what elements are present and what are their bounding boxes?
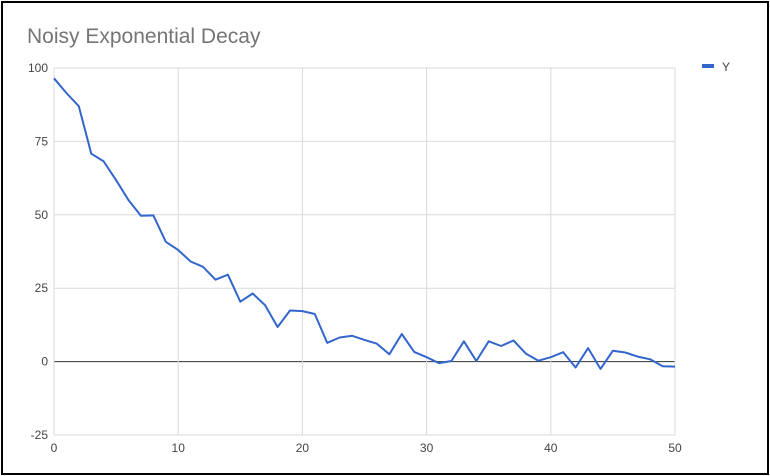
x-tick-label: 10 — [172, 441, 186, 455]
y-tick-label: 50 — [35, 208, 49, 222]
series-group — [53, 77, 676, 370]
x-axis-tick-labels: 0 10 20 30 40 50 — [51, 441, 682, 455]
x-tick-label: 50 — [668, 441, 682, 455]
y-tick-label: 100 — [28, 61, 48, 75]
y-tick-label: 75 — [35, 134, 49, 148]
x-tick-label: 40 — [544, 441, 558, 455]
y-axis-tick-labels: -25 0 25 50 75 100 — [28, 61, 48, 442]
series-line-y — [53, 77, 676, 370]
legend-label-y: Y — [722, 60, 730, 74]
chart-title: Noisy Exponential Decay — [27, 25, 261, 48]
legend: Y — [702, 60, 730, 74]
x-tick-label: 0 — [51, 441, 58, 455]
y-tick-label: 0 — [41, 355, 48, 369]
y-tick-label: -25 — [31, 428, 49, 442]
legend-swatch-y — [702, 64, 714, 68]
x-tick-label: 30 — [420, 441, 434, 455]
y-tick-label: 25 — [35, 281, 49, 295]
gridlines — [53, 67, 676, 436]
x-tick-label: 20 — [296, 441, 310, 455]
